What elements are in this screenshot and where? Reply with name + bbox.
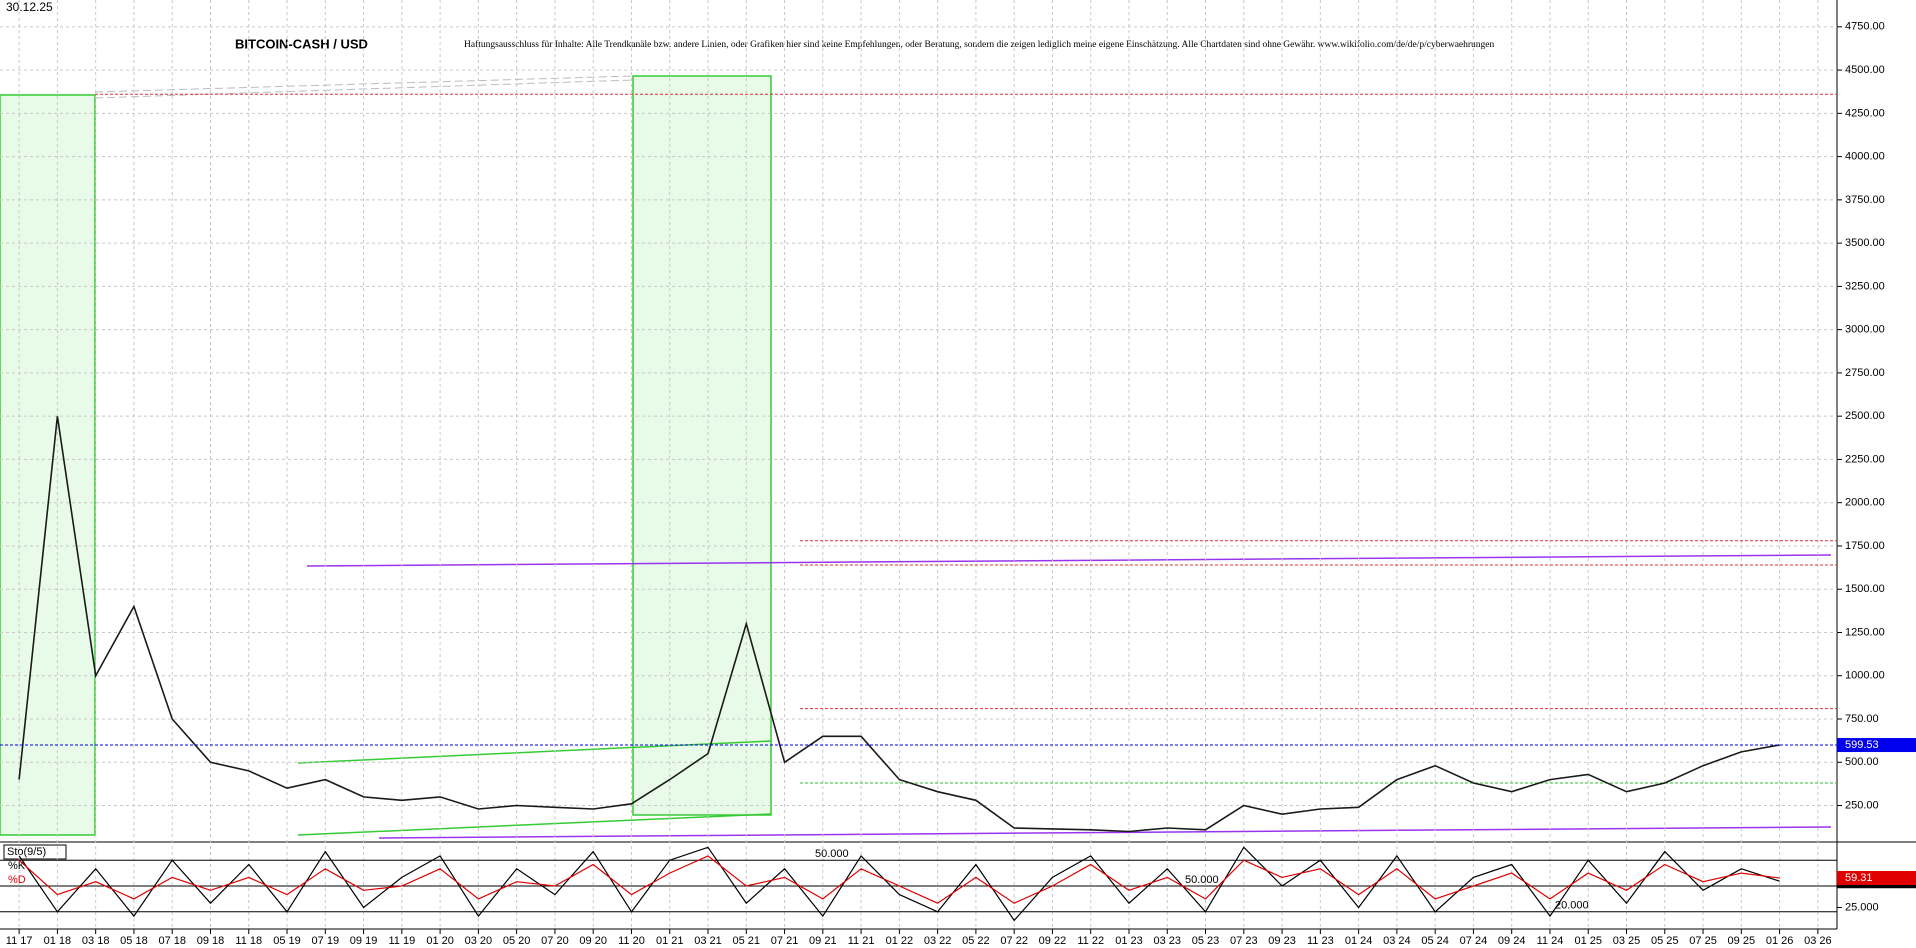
x-tick-label: 01 24 xyxy=(1345,935,1373,947)
x-tick-label: 11 18 xyxy=(235,935,262,947)
x-tick-label: 11 19 xyxy=(388,935,415,947)
y-tick-label: 2750.00 xyxy=(1845,367,1885,379)
date: 30.12.25 xyxy=(6,0,53,14)
x-tick-label: 09 24 xyxy=(1498,935,1526,947)
price-box xyxy=(1837,738,1916,753)
y-tick-label: 3500.00 xyxy=(1845,237,1885,249)
y-tick-label: 4750.00 xyxy=(1845,21,1885,33)
zone xyxy=(0,94,96,836)
x-tick-label: 03 23 xyxy=(1153,935,1181,947)
y-tick-label: 1250.00 xyxy=(1845,626,1885,638)
value-label: 59.31 xyxy=(1845,872,1873,884)
x-tick-label: 09 18 xyxy=(197,935,225,947)
x-tick-label: 01 20 xyxy=(426,935,454,947)
y-tick-label: 4000.00 xyxy=(1845,151,1885,163)
x-tick-label: 11 17 xyxy=(6,935,33,947)
y-tick-label: 500.00 xyxy=(1845,756,1879,768)
x-tick-label: 03 25 xyxy=(1613,935,1641,947)
trend-line xyxy=(378,826,1832,839)
x-tick-label: 07 25 xyxy=(1689,935,1717,947)
x-tick-label: 09 20 xyxy=(579,935,607,947)
x-tick-label: 09 19 xyxy=(350,935,378,947)
x-tick-label: 03 24 xyxy=(1383,935,1411,947)
x-tick-label: 05 23 xyxy=(1192,935,1220,947)
legend-label: %D xyxy=(8,874,26,886)
x-tick-label: 09 25 xyxy=(1728,935,1756,947)
x-tick-label: 09 21 xyxy=(809,935,837,947)
x-tick-label: 03 26 xyxy=(1804,935,1832,947)
x-tick-label: 07 21 xyxy=(771,935,799,947)
y-tick-label: 3000.00 xyxy=(1845,324,1885,336)
legend-label: %K xyxy=(8,860,26,872)
y-tick-label: 2500.00 xyxy=(1845,410,1885,422)
x-tick-label: 03 22 xyxy=(924,935,952,947)
level-label: 20.000 xyxy=(1555,900,1589,912)
x-tick-label: 05 25 xyxy=(1651,935,1679,947)
x-tick-label: 01 21 xyxy=(656,935,684,947)
y-tick-label: 250.00 xyxy=(1845,799,1879,811)
y-tick-label: 2250.00 xyxy=(1845,453,1885,465)
x-tick-label: 11 23 xyxy=(1307,935,1334,947)
x-tick-label: 09 22 xyxy=(1039,935,1067,947)
y-tick-label: 3250.00 xyxy=(1845,280,1885,292)
x-tick-label: 07 24 xyxy=(1460,935,1488,947)
x-tick-label: 11 24 xyxy=(1537,935,1564,947)
x-tick-label: 03 20 xyxy=(465,935,493,947)
y-tick-label: 4250.00 xyxy=(1845,107,1885,119)
x-tick-label: 05 19 xyxy=(273,935,301,947)
y-tick-label: 1000.00 xyxy=(1845,670,1885,682)
x-tick-label: 01 26 xyxy=(1766,935,1794,947)
x-tick-label: 01 23 xyxy=(1115,935,1143,947)
x-tick-label: 07 19 xyxy=(312,935,340,947)
x-tick-label: 07 20 xyxy=(541,935,569,947)
x-tick-label: 11 22 xyxy=(1077,935,1104,947)
chart-title: BITCOIN-CASH / USD xyxy=(235,36,368,51)
y-tick-label: 1500.00 xyxy=(1845,583,1885,595)
trend-line xyxy=(306,554,1832,567)
price-label: 599.53 xyxy=(1845,739,1879,751)
disclaimer: Haftungsausschluss für Inhalte: Alle Tre… xyxy=(464,39,1495,50)
x-tick-label: 05 21 xyxy=(733,935,761,947)
x-tick-label: 07 22 xyxy=(1000,935,1028,947)
x-tick-label: 01 18 xyxy=(44,935,72,947)
x-tick-label: 05 24 xyxy=(1421,935,1449,947)
x-tick-label: 05 18 xyxy=(120,935,148,947)
y-tick-label: 2000.00 xyxy=(1845,497,1885,509)
y-tick-label: 4500.00 xyxy=(1845,64,1885,76)
y-tick-label: 750.00 xyxy=(1845,713,1879,725)
trend-line xyxy=(297,813,772,836)
y-tick-label: 3750.00 xyxy=(1845,194,1885,206)
series-line xyxy=(18,846,1780,922)
x-tick-label: 03 21 xyxy=(694,935,722,947)
x-tick-label: 07 23 xyxy=(1230,935,1258,947)
x-tick-label: 11 20 xyxy=(618,935,645,947)
x-tick-label: 05 22 xyxy=(962,935,990,947)
level-label: 50.000 xyxy=(815,848,849,860)
x-tick-label: 01 22 xyxy=(886,935,914,947)
indicator-title: Sto(9/5) xyxy=(7,846,46,858)
x-tick-label: 05 20 xyxy=(503,935,531,947)
series-line xyxy=(18,416,1780,833)
x-tick-label: 03 18 xyxy=(82,935,110,947)
trend-line xyxy=(94,79,634,99)
x-tick-label: 07 18 xyxy=(158,935,186,947)
y-tick-label: 1750.00 xyxy=(1845,540,1885,552)
value-box xyxy=(1837,870,1916,885)
y-tick-label: 25.000 xyxy=(1845,901,1879,913)
x-tick-label: 11 21 xyxy=(848,935,875,947)
level-label: 50.000 xyxy=(1185,874,1219,886)
zone xyxy=(632,75,772,816)
x-tick-label: 01 25 xyxy=(1574,935,1602,947)
x-tick-label: 09 23 xyxy=(1268,935,1296,947)
series-line xyxy=(18,855,1780,904)
